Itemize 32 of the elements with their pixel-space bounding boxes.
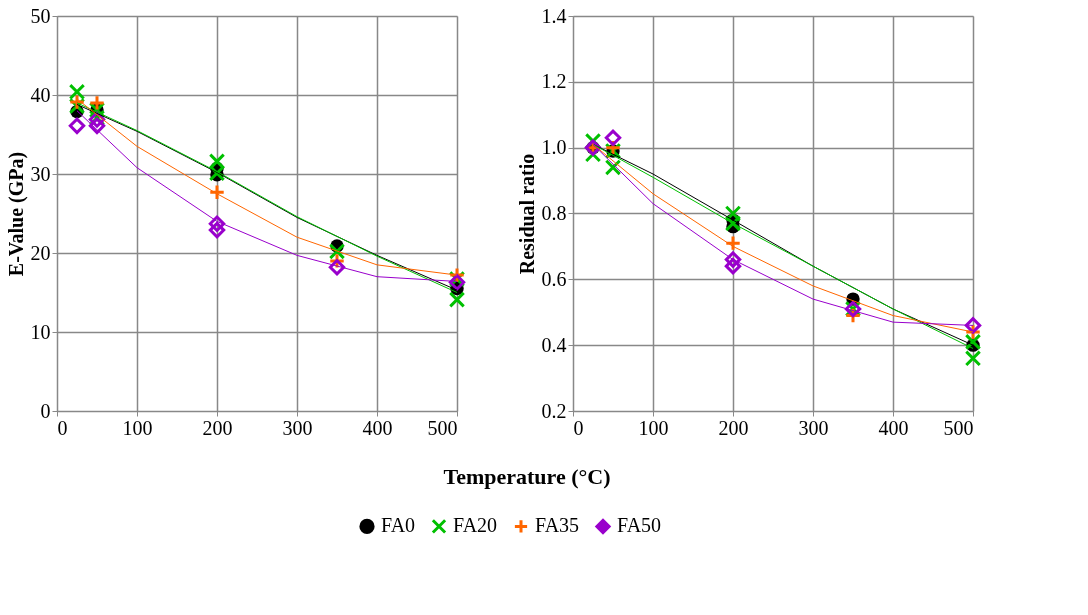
- legend-label: FA50: [617, 514, 662, 537]
- y-tick-label: 0: [40, 399, 51, 422]
- y-tick-label: 40: [30, 83, 51, 106]
- legend-label: FA0: [381, 514, 416, 537]
- y-tick-label: 1.2: [541, 70, 567, 93]
- x-axis-title: Temperature (°C): [443, 464, 611, 489]
- x-tick-label: 0: [573, 416, 584, 439]
- y-tick-label: 0.8: [541, 202, 567, 224]
- y-tick-label: 0.4: [541, 333, 567, 356]
- x-tick-label: 0: [57, 416, 68, 439]
- x-tick-label: 400: [362, 416, 393, 439]
- y-axis-title: Residual ratio: [515, 153, 538, 275]
- y-tick-label: 30: [30, 162, 51, 185]
- x-tick-label: 500: [427, 416, 458, 439]
- y-tick-label: 20: [30, 241, 51, 264]
- y-axis-title: E-Value (GPa): [4, 151, 28, 277]
- y-tick-label: 10: [30, 320, 51, 343]
- x-tick-label: 300: [798, 416, 829, 439]
- legend-label: FA35: [535, 514, 580, 537]
- x-tick-label: 300: [282, 416, 313, 439]
- y-tick-label: 1.0: [541, 136, 567, 159]
- x-tick-label: 200: [718, 416, 749, 439]
- x-tick-label: 100: [122, 416, 153, 439]
- y-tick-label: 50: [30, 4, 51, 27]
- y-tick-label: 1.4: [541, 4, 567, 27]
- x-tick-label: 100: [638, 416, 669, 439]
- x-tick-label: 200: [202, 416, 233, 439]
- y-tick-label: 0.6: [541, 267, 567, 290]
- legend-label: FA20: [453, 514, 498, 537]
- x-tick-label: 500: [943, 416, 974, 439]
- y-tick-label: 0.2: [541, 399, 567, 422]
- x-tick-label: 400: [878, 416, 909, 439]
